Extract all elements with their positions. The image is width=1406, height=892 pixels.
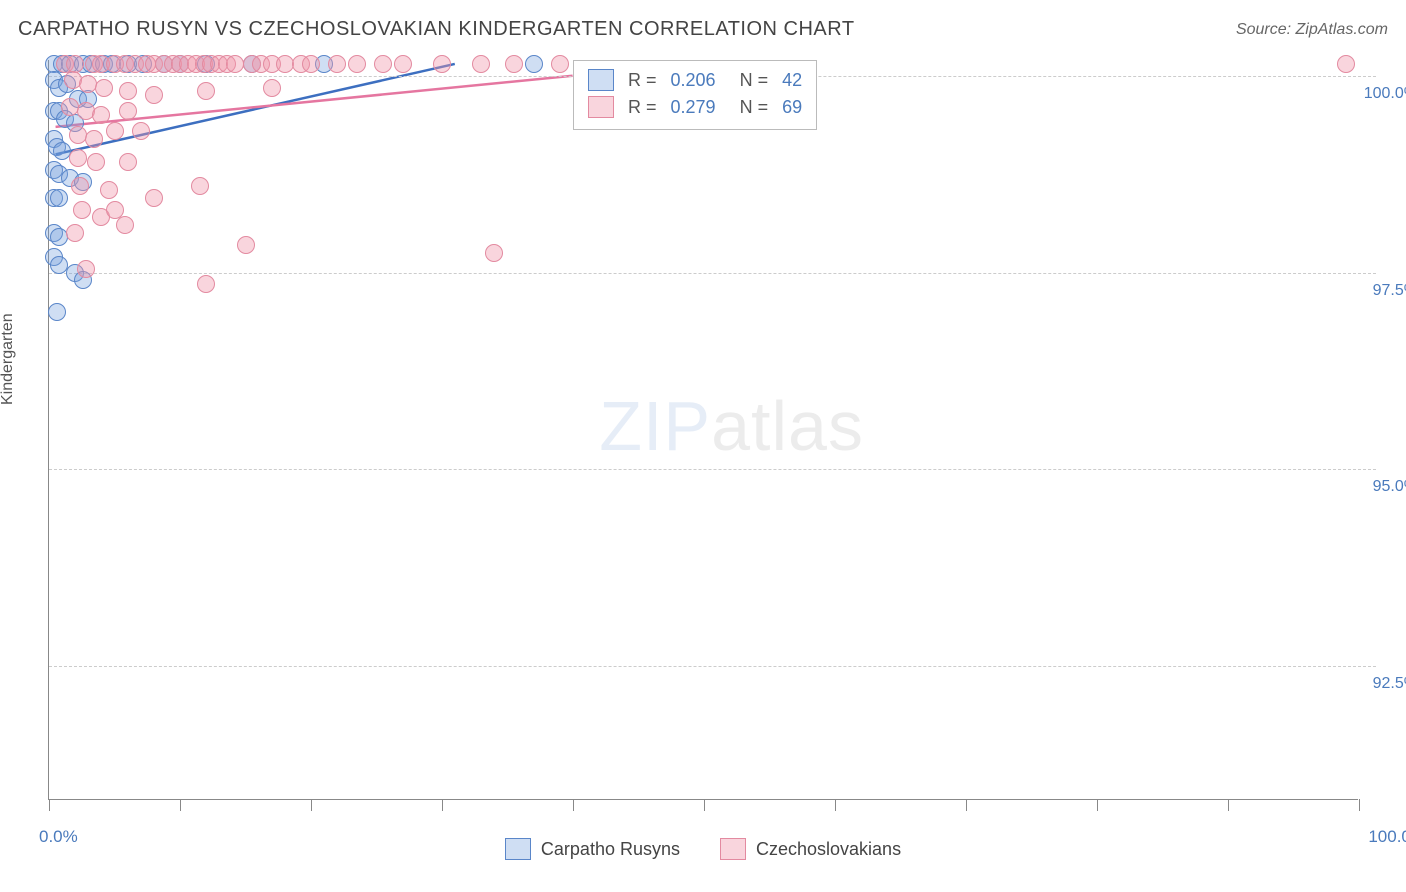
scatter-plot: 100.0%97.5%95.0%92.5%0.0%100.0%ZIPatlasR… [48,60,1358,800]
scatter-point-czech [485,244,503,262]
x-tick [1228,799,1229,811]
scatter-point-czech [73,201,91,219]
scatter-point-czech [374,55,392,73]
x-tick [835,799,836,811]
y-tick-label: 95.0% [1373,478,1406,496]
scatter-point-czech [71,177,89,195]
scatter-point-czech [66,224,84,242]
scatter-point-czech [348,55,366,73]
y-tick-label: 97.5% [1373,282,1406,300]
gridline [49,469,1376,470]
scatter-point-czech [119,82,137,100]
stats-row-czech: R = 0.279 N = 69 [588,94,802,121]
scatter-point-czech [226,55,244,73]
scatter-point-czech [119,153,137,171]
x-tick [1359,799,1360,811]
gridline [49,273,1376,274]
header-row: CARPATHO RUSYN VS CZECHOSLOVAKIAN KINDER… [18,18,1388,41]
scatter-point-czech [106,201,124,219]
scatter-point-czech [328,55,346,73]
scatter-point-czech [237,236,255,254]
x-tick [966,799,967,811]
y-tick-label: 92.5% [1373,675,1406,693]
x-tick [311,799,312,811]
scatter-point-czech [132,122,150,140]
scatter-point-czech [191,177,209,195]
stat-r-label: R = [628,94,657,121]
scatter-point-czech [1337,55,1355,73]
stat-r-label: R = [628,67,657,94]
scatter-point-czech [95,79,113,97]
stat-n-label: N = [730,94,769,121]
scatter-point-czech [69,149,87,167]
legend-label: Czechoslovakians [756,839,901,860]
scatter-point-carpatho [48,303,66,321]
legend-item: Czechoslovakians [720,838,901,860]
scatter-point-czech [77,260,95,278]
scatter-point-czech [106,122,124,140]
x-tick [573,799,574,811]
bottom-legend: Carpatho Rusyns Czechoslovakians [0,838,1406,860]
x-tick [180,799,181,811]
scatter-point-czech [472,55,490,73]
scatter-point-czech [92,106,110,124]
x-tick [1097,799,1098,811]
legend-swatch-czech [588,96,614,118]
gridline [49,666,1376,667]
scatter-point-czech [394,55,412,73]
legend-label: Carpatho Rusyns [541,839,680,860]
x-tick [442,799,443,811]
stat-n-value: 69 [782,94,802,121]
trend-line-carpatho [56,64,455,154]
legend-swatch [505,838,531,860]
scatter-point-czech [119,102,137,120]
scatter-point-czech [433,55,451,73]
watermark: ZIPatlas [599,386,864,466]
stat-r-value: 0.206 [671,67,716,94]
scatter-point-czech [302,55,320,73]
y-axis-label: Kindergarten [0,313,17,405]
legend-swatch [720,838,746,860]
scatter-point-czech [116,216,134,234]
scatter-point-czech [145,86,163,104]
x-tick [49,799,50,811]
legend-swatch-carpatho [588,69,614,91]
scatter-point-czech [87,153,105,171]
scatter-point-carpatho [50,189,68,207]
stat-n-label: N = [730,67,769,94]
scatter-point-czech [197,82,215,100]
scatter-point-czech [85,130,103,148]
x-tick [704,799,705,811]
stat-n-value: 42 [782,67,802,94]
stats-box: R = 0.206 N = 42R = 0.279 N = 69 [573,60,817,130]
scatter-point-czech [263,79,281,97]
scatter-point-czech [100,181,118,199]
chart-title: CARPATHO RUSYN VS CZECHOSLOVAKIAN KINDER… [18,18,855,41]
source-label: Source: ZipAtlas.com [1236,21,1388,39]
scatter-point-czech [505,55,523,73]
y-tick-label: 100.0% [1364,85,1406,103]
scatter-point-czech [197,275,215,293]
scatter-point-czech [145,189,163,207]
scatter-point-carpatho [525,55,543,73]
scatter-point-czech [551,55,569,73]
stat-r-value: 0.279 [671,94,716,121]
stats-row-carpatho: R = 0.206 N = 42 [588,67,802,94]
legend-item: Carpatho Rusyns [505,838,680,860]
